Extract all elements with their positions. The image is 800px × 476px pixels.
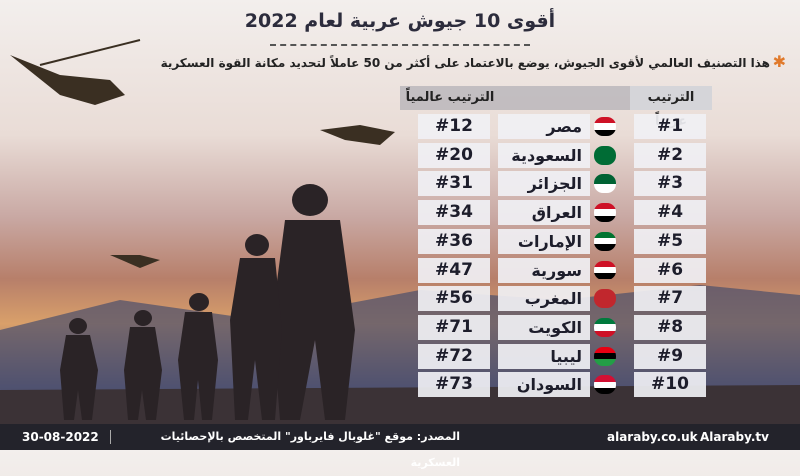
country: ليبيا [498,343,590,369]
website: alaraby.co.uk [607,430,698,444]
flag-stripe [594,238,616,245]
flag-stripe [594,324,616,331]
flag-stripe [594,289,616,296]
country: مصر [498,114,590,139]
country: سورية [498,257,590,283]
bullet: ✱ [772,52,786,71]
country: المغرب [498,286,590,312]
source: المصدر: موقع "غلوبال فايرباور" المتخصص ب… [160,430,460,469]
global-rank: #47 [418,257,490,283]
flag [594,260,616,280]
flag-stripe [594,183,616,194]
global-rank: #71 [418,314,490,340]
flag [594,117,616,136]
flag-stripe [594,266,616,274]
date: 30-08-2022 [22,430,99,444]
flag-stripe [594,174,616,184]
country: الكويت [498,314,590,340]
global-rank: #73 [418,372,490,398]
arab-rank: #9 [634,343,706,369]
footer [0,424,800,450]
flag-stripe [594,295,616,302]
column-header: الترتيب عالمياً [405,90,495,105]
flag [594,289,616,309]
flag-stripe [594,129,616,136]
arab-rank: #3 [634,171,706,197]
flag-stripe [594,203,616,210]
global-rank: #31 [418,171,490,197]
flag-stripe [594,152,616,159]
global-rank: #34 [418,200,490,226]
flag-stripe [594,145,616,153]
global-rank: #20 [418,142,490,168]
social: Alaraby.tv [700,430,769,444]
arab-rank: #2 [634,142,706,168]
flag-stripe [594,352,616,360]
arab-rank: #5 [634,228,706,254]
flag-stripe [594,346,616,353]
page: أقوى 10 جيوش عربية لعام 2022 ✱ هذا التصن… [0,0,800,450]
country: السودان [498,372,590,398]
country: الإمارات [498,228,590,254]
flag-stripe [594,359,616,366]
flag-stripe [594,375,616,382]
separator [110,430,111,444]
country: الجزائر [498,171,590,197]
flag-stripe [594,330,616,337]
flag [594,231,616,251]
arab-rank: #6 [634,257,706,283]
flag-stripe [594,231,616,239]
flag-stripe [594,387,616,395]
arab-rank: #10 [634,372,706,398]
subtitle: هذا التصنيف العالمي لأقوى الجيوش، يوضع ب… [160,56,770,70]
flag-stripe [594,117,616,124]
country: السعودية [498,142,590,168]
arab-rank: #7 [634,286,706,312]
global-rank: #12 [418,114,490,139]
global-rank: #36 [418,228,490,254]
flag-stripe [594,123,616,130]
flag [594,203,616,223]
divider [270,44,530,46]
flag [594,145,616,165]
flag-stripe [594,301,616,309]
flag [594,346,616,366]
country: العراق [498,200,590,226]
flag-stripe [594,215,616,223]
arab-rank: #4 [634,200,706,226]
flag-stripe [594,158,616,165]
flag-stripe [594,260,616,267]
flag [594,174,616,194]
flag-stripe [594,317,616,325]
flag-stripe [594,244,616,251]
flag-stripe [594,273,616,280]
global-rank: #56 [418,286,490,312]
flag [594,375,616,395]
flag-stripe [594,381,616,388]
flag [594,317,616,337]
column-header: الترتيب عربياً [630,86,712,129]
flag-stripe [594,209,616,216]
title: أقوى 10 جيوش عربية لعام 2022 [244,10,556,32]
arab-rank: #8 [634,314,706,340]
global-rank: #72 [418,343,490,369]
arab-rank: #1 [634,114,706,139]
